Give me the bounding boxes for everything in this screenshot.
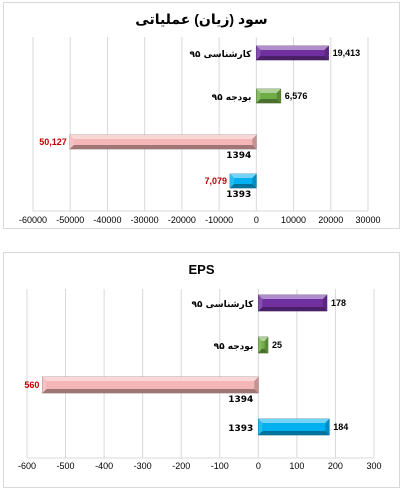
category-label: 1394 xyxy=(226,151,251,161)
category-label: کارشناسی ۹۵ xyxy=(192,300,255,310)
x-tick-label: 100 xyxy=(289,461,304,471)
category-label: 1393 xyxy=(226,190,251,200)
data-label: 560 xyxy=(24,380,39,390)
bar xyxy=(258,336,269,354)
bar xyxy=(42,376,259,394)
bar xyxy=(69,134,257,150)
category-label: بودجه ۹۵ xyxy=(212,93,252,103)
eps-plot: -600 -500 -400 -300 -200 -100 0 100 200 300 کارشنا… xyxy=(18,289,382,471)
category-label: 1393 xyxy=(228,424,253,434)
x-tick-label: 30000 xyxy=(355,215,380,225)
bar xyxy=(256,88,282,104)
x-tick-label: -600 xyxy=(18,461,36,471)
x-tick-label: 200 xyxy=(328,461,343,471)
x-tick-label: 20000 xyxy=(318,215,343,225)
bar xyxy=(258,294,328,312)
bar xyxy=(229,173,257,189)
x-tick-label: -500 xyxy=(57,461,75,471)
x-tick-label: 0 xyxy=(254,215,259,225)
data-label: 25 xyxy=(272,340,282,350)
x-tick-label: -30000 xyxy=(131,215,159,225)
x-tick-label: -20000 xyxy=(168,215,196,225)
x-tick-label: 0 xyxy=(256,461,261,471)
x-tick-label: -50000 xyxy=(56,215,84,225)
data-label: 19,413 xyxy=(333,48,361,58)
x-tick-label: -40000 xyxy=(93,215,121,225)
data-label: 50,127 xyxy=(39,137,67,147)
operating-profit-chart: سود (زیان) عملیاتی -60000 -50000 -40000 -30… xyxy=(3,2,400,229)
category-label: 1394 xyxy=(228,395,253,405)
x-tick-label: -200 xyxy=(172,461,190,471)
bar xyxy=(256,45,329,61)
chart-title: سود (زیان) عملیاتی xyxy=(135,11,268,27)
eps-chart: EPS -600 -500 -400 -300 -200 -100 0 100 200 300 کا… xyxy=(3,252,400,488)
data-label: 7,079 xyxy=(204,176,227,186)
chart-title: EPS xyxy=(188,262,215,277)
x-tick-label: -60000 xyxy=(19,215,47,225)
x-tick-label: -400 xyxy=(95,461,113,471)
x-tick-label: 300 xyxy=(366,461,381,471)
data-label: 178 xyxy=(331,298,346,308)
x-tick-label: -100 xyxy=(211,461,229,471)
operating-profit-plot: -60000 -50000 -40000 -30000 -20000 -10000 0 100… xyxy=(19,37,381,225)
data-label: 184 xyxy=(333,422,348,432)
x-tick-label: -300 xyxy=(134,461,152,471)
category-label: کارشناسی ۹۵ xyxy=(190,50,253,60)
x-tick-label: 10000 xyxy=(281,215,306,225)
x-tick-label: -10000 xyxy=(205,215,233,225)
category-label: بودجه ۹۵ xyxy=(214,342,254,352)
bar xyxy=(258,418,330,436)
data-label: 6,576 xyxy=(285,91,308,101)
